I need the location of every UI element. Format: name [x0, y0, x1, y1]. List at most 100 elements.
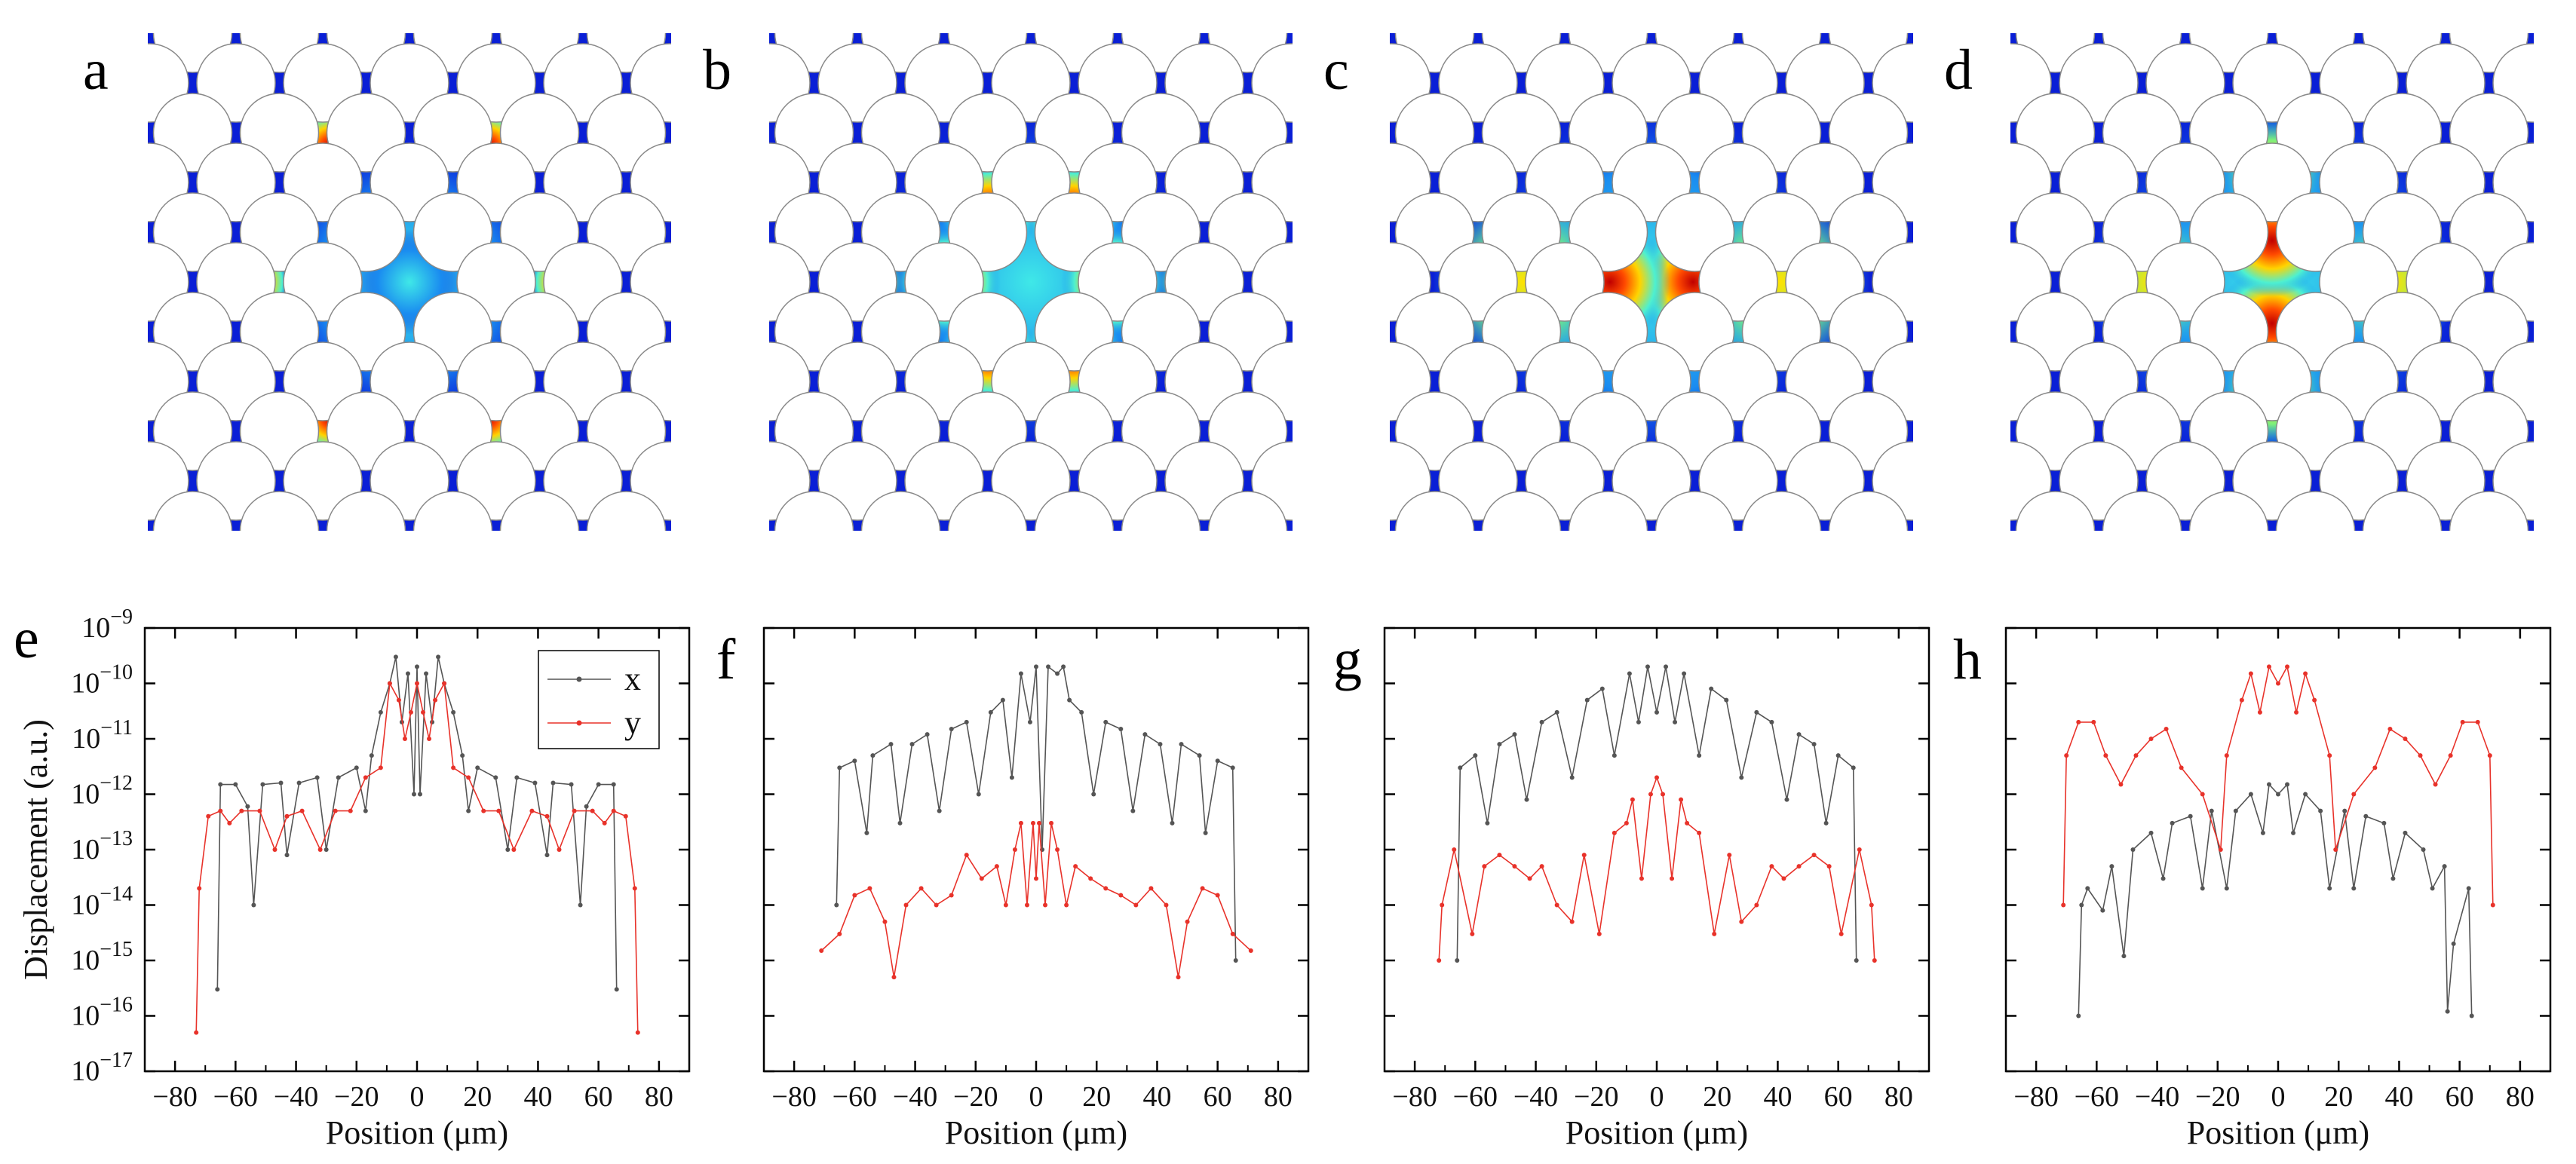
- x-axis-title: Position (μm): [326, 1114, 508, 1151]
- data-point-y: [451, 765, 456, 770]
- data-point-x: [2291, 830, 2296, 835]
- data-point-x: [215, 987, 220, 992]
- data-point-y: [2276, 681, 2280, 686]
- data-point-y: [2064, 753, 2069, 758]
- data-point-x: [424, 671, 429, 676]
- air-hole: [1828, 491, 1909, 531]
- data-point-x: [2430, 886, 2435, 891]
- data-point-x: [2351, 886, 2357, 891]
- data-point-y: [1685, 820, 1690, 826]
- air-hole: [239, 491, 320, 531]
- data-point-x: [505, 847, 511, 852]
- data-point-y: [1437, 958, 1442, 963]
- air-hole: [1425, 0, 1504, 23]
- data-point-y: [1838, 931, 1844, 936]
- data-point-y: [1037, 820, 1042, 826]
- legend-box: [538, 650, 660, 749]
- x-tick-label: 60: [1204, 1081, 1232, 1113]
- series-x: [2076, 782, 2474, 1018]
- y-axis-title: Displacement (a.u.): [17, 719, 54, 980]
- data-point-x: [1130, 808, 1136, 813]
- data-point-x: [1215, 758, 1220, 764]
- air-hole: [2015, 491, 2096, 531]
- data-point-y: [317, 847, 323, 852]
- data-point-x: [2233, 808, 2238, 813]
- air-hole: [586, 491, 667, 531]
- air-hole: [0, 243, 15, 321]
- data-point-x: [1497, 742, 1502, 747]
- data-point-x: [1061, 664, 1066, 669]
- x-tick-label: −60: [213, 1081, 258, 1113]
- air-hole: [1916, 492, 1995, 570]
- air-hole: [1425, 541, 1504, 620]
- air-hole: [2233, 541, 2311, 620]
- air-hole: [0, 492, 59, 570]
- data-point-x: [1612, 753, 1617, 758]
- y-tick-label: 10−11: [72, 716, 133, 755]
- data-point-y: [2248, 671, 2253, 676]
- data-point-x: [418, 792, 423, 797]
- data-point-x: [1784, 797, 1789, 802]
- air-hole: [731, 541, 810, 620]
- data-point-x: [909, 742, 915, 747]
- data-point-x: [2421, 847, 2426, 852]
- data-point-y: [544, 813, 550, 819]
- x-tick-label: −60: [833, 1081, 877, 1113]
- data-point-x: [251, 902, 256, 908]
- data-point-y: [2303, 671, 2308, 676]
- air-hole: [1872, 0, 1951, 23]
- data-point-x: [369, 753, 374, 758]
- data-point-y: [2218, 847, 2223, 852]
- data-point-x: [324, 847, 329, 852]
- data-point-y: [218, 808, 223, 813]
- air-hole: [1207, 491, 1288, 531]
- y-tick-label: 10−13: [71, 827, 133, 865]
- data-point-y: [1569, 919, 1575, 924]
- data-point-y: [1470, 931, 1475, 936]
- air-hole: [23, 143, 102, 222]
- data-point-x: [2224, 886, 2229, 891]
- data-point-x: [1455, 958, 1460, 963]
- data-point-y: [2460, 719, 2465, 724]
- air-hole: [2537, 193, 2576, 271]
- air-hole: [1786, 541, 1864, 620]
- data-point-x: [514, 775, 520, 780]
- air-hole: [1612, 541, 1691, 620]
- field-intensity: [1433, 191, 1614, 372]
- data-point-x: [2276, 792, 2280, 797]
- data-point-y: [466, 775, 471, 780]
- air-hole: [2537, 293, 2576, 371]
- air-hole: [1916, 392, 1995, 470]
- panel-label-b: b: [703, 38, 731, 102]
- data-point-y: [572, 808, 577, 813]
- x-tick-label: 20: [2324, 1081, 2353, 1113]
- data-point-x: [1034, 664, 1038, 669]
- data-point-y: [1624, 820, 1629, 826]
- data-point-y: [635, 1030, 640, 1035]
- data-point-x: [550, 780, 556, 786]
- air-hole: [544, 0, 622, 23]
- data-point-y: [227, 820, 232, 826]
- data-point-x: [2342, 808, 2348, 813]
- air-hole: [2449, 491, 2529, 531]
- data-point-y: [272, 847, 278, 852]
- data-point-x: [2121, 954, 2127, 959]
- data-point-y: [949, 893, 954, 898]
- data-point-y: [396, 697, 401, 703]
- data-point-x: [2076, 1013, 2081, 1018]
- air-hole: [558, 0, 636, 23]
- air-hole: [2046, 0, 2124, 23]
- x-axis-title: Position (μm): [2187, 1114, 2369, 1151]
- data-point-y: [1796, 864, 1802, 869]
- air-hole: [674, 492, 753, 570]
- data-point-y: [2061, 902, 2066, 908]
- air-hole: [1252, 541, 1330, 620]
- data-point-x: [2303, 792, 2308, 797]
- data-point-x: [2170, 820, 2175, 826]
- data-point-x: [2390, 876, 2396, 881]
- data-point-x: [1823, 820, 1829, 826]
- air-hole: [0, 0, 15, 23]
- y-tick-label: 10−9: [81, 605, 133, 644]
- data-point-x: [1851, 765, 1856, 770]
